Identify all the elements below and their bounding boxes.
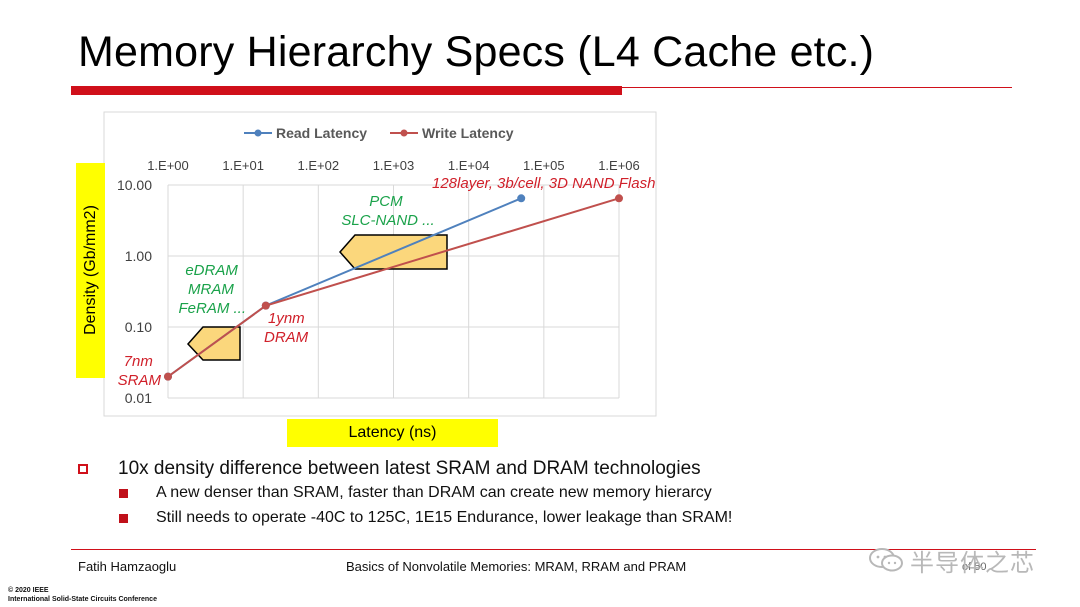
bullet-hollow-square-icon	[78, 464, 88, 474]
x-tick-label: 1.E+01	[222, 158, 264, 173]
footer-page-number: of 50	[962, 561, 987, 573]
x-tick-label: 1.E+06	[598, 158, 640, 173]
chart-legend: Read Latency Write Latency	[244, 125, 514, 141]
bullet-square-icon	[119, 489, 128, 498]
y-axis-label: Density (Gb/mm2)	[82, 205, 99, 335]
legend-write-label: Write Latency	[422, 125, 514, 141]
x-tick-label: 1.E+03	[373, 158, 415, 173]
bullet-sub: A new denser than SRAM, faster than DRAM…	[78, 484, 1038, 509]
annotation-nand: 128layer, 3b/cell, 3D NAND Flash	[432, 175, 655, 192]
x-tick-label: 1.E+00	[147, 158, 189, 173]
title-underline-rule	[622, 87, 1012, 88]
bullet-sub: Still needs to operate -40C to 125C, 1E1…	[78, 509, 1038, 534]
bullet-list: 10x density difference between latest SR…	[78, 458, 1038, 534]
copyright-notice: © 2020 IEEE International Solid-State Ci…	[8, 587, 157, 603]
footer-author: Fatih Hamzaoglu	[78, 559, 177, 574]
y-tick-label: 10.00	[117, 177, 152, 193]
legend-read-label: Read Latency	[276, 125, 367, 141]
y-tick-label: 1.00	[125, 248, 152, 264]
annotation-emerging: eDRAM MRAM FeRAM ...	[178, 262, 246, 317]
watermark: 半导体之芯	[868, 543, 1035, 577]
data-point-write	[615, 194, 623, 203]
title-underline-bar	[71, 86, 622, 95]
slide-title: Memory Hierarchy Specs (L4 Cache etc.)	[78, 28, 875, 76]
bullet-main-text: 10x density difference between latest SR…	[118, 458, 701, 479]
annotation-pcm: PCM SLC-NAND ...	[341, 193, 434, 229]
data-point-read	[517, 194, 526, 203]
bullet-sub-text: A new denser than SRAM, faster than DRAM…	[156, 484, 712, 501]
y-axis-label-highlight	[76, 163, 105, 378]
bullet-main: 10x density difference between latest SR…	[78, 458, 1038, 484]
x-tick-label: 1.E+04	[448, 158, 490, 173]
bullet-sub-text: Still needs to operate -40C to 125C, 1E1…	[156, 509, 733, 526]
watermark-text: 半导体之芯	[910, 548, 1035, 577]
annotation-sram: 7nm SRAM	[118, 353, 162, 389]
footer-divider	[71, 549, 1036, 550]
x-tick-label: 1.E+05	[523, 158, 565, 173]
data-point-write	[164, 372, 172, 381]
wechat-icon	[869, 548, 903, 572]
latency-density-chart: 1.E+00 1.E+01 1.E+02 1.E+03 1.E+04 1.E+05 1.E+…	[103, 111, 657, 417]
y-tick-label: 0.01	[125, 390, 152, 406]
legend-read-marker	[254, 129, 262, 137]
x-axis-label: Latency (ns)	[287, 419, 498, 447]
bullet-square-icon	[119, 514, 128, 523]
footer-talk-title: Basics of Nonvolatile Memories: MRAM, RR…	[346, 559, 687, 574]
x-tick-label: 1.E+02	[298, 158, 340, 173]
annotation-dram: 1ynm DRAM	[264, 310, 309, 346]
legend-write-marker	[400, 129, 408, 137]
y-tick-label: 0.10	[125, 319, 152, 335]
data-point-write	[261, 301, 270, 310]
